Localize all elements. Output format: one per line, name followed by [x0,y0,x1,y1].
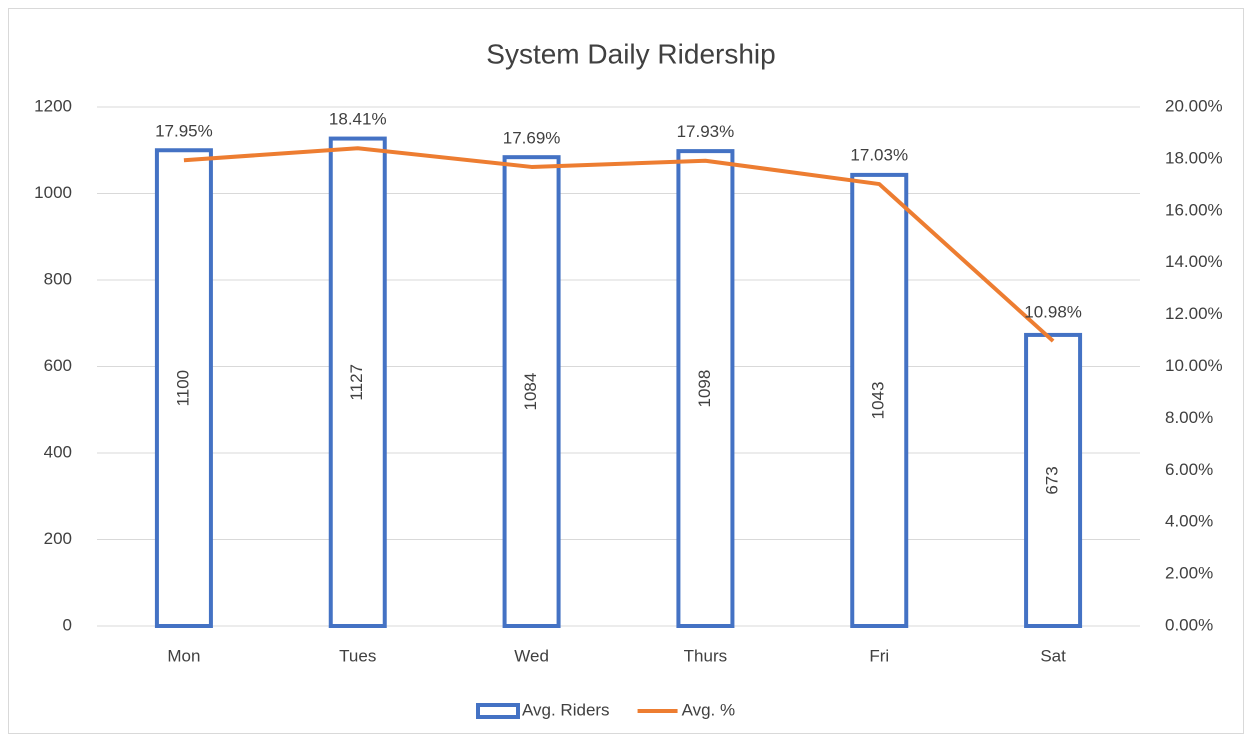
line-value-label: 18.41% [329,110,387,129]
line-value-label: 17.95% [155,122,213,141]
bar [154,148,213,628]
bar [676,149,735,629]
line-value-label: 10.98% [1024,303,1082,322]
bar [328,136,387,628]
y-tick-label: 400 [44,442,72,461]
chart-title: System Daily Ridership [486,38,775,69]
bar-value-label: 673 [1043,466,1062,494]
y-tick-label: 800 [44,269,72,288]
bar [850,172,909,628]
y-tick-label: 1200 [34,96,72,115]
legend-label: Avg. Riders [522,700,610,719]
legend-swatch [476,703,520,719]
x-tick-label: Wed [514,646,549,665]
bar [502,155,561,628]
y2-tick-label: 8.00% [1165,408,1213,427]
y2-tick-label: 4.00% [1165,512,1213,531]
line-value-label: 17.69% [503,128,561,147]
y2-tick-label: 12.00% [1165,304,1223,323]
bar-value-label: 1127 [347,364,366,401]
bar-value-label: 1100 [173,370,192,407]
y-tick-label: 1000 [34,183,72,202]
line-value-label: 17.93% [677,122,735,141]
y2-tick-label: 14.00% [1165,252,1223,271]
y2-tick-label: 2.00% [1165,564,1213,583]
legend-label: Avg. % [682,700,736,719]
y-tick-label: 600 [44,356,72,375]
line-value-label: 17.03% [850,146,908,165]
bar [1024,332,1083,628]
y2-tick-label: 6.00% [1165,460,1213,479]
x-tick-label: Sat [1040,646,1066,665]
y-tick-label: 200 [44,529,72,548]
x-tick-label: Thurs [684,646,727,665]
bar-value-label: 1098 [695,370,714,408]
line [183,146,1055,343]
x-tick-label: Fri [869,646,889,665]
x-tick-label: Tues [339,646,376,665]
bar-value-label: 1084 [521,373,540,411]
x-tick-label: Mon [167,646,200,665]
y2-tick-label: 20.00% [1165,96,1223,115]
bar-value-label: 1043 [869,382,888,420]
y2-tick-label: 18.00% [1165,148,1223,167]
y2-tick-label: 10.00% [1165,356,1223,375]
y2-tick-label: 16.00% [1165,200,1223,219]
y-tick-label: 0 [63,615,72,634]
y2-tick-label: 0.00% [1165,615,1213,634]
